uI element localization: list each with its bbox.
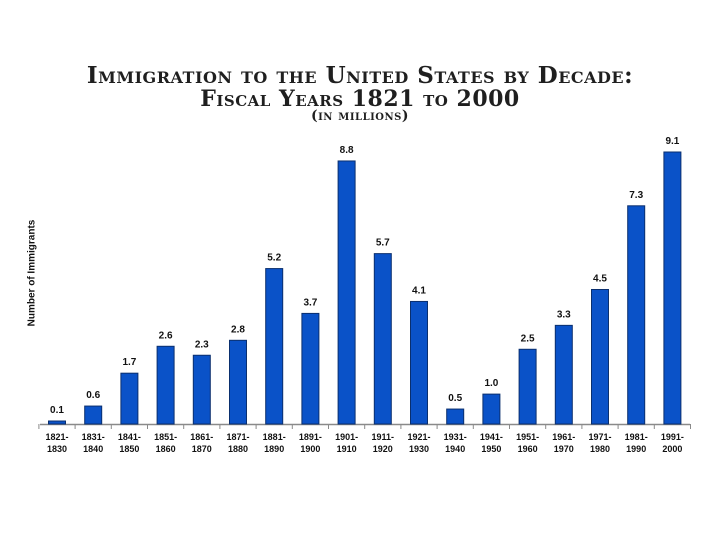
x-tick-label: 1990 [626,444,646,454]
x-tick-label: 2000 [662,444,682,454]
x-tick-label: 1921- [407,432,430,442]
x-tick-label: 1851- [154,432,177,442]
chart-title: Immigration to the United States by Deca… [86,62,634,89]
data-label: 2.8 [231,324,245,335]
x-tick-label: 1891- [299,432,322,442]
x-tick-label: 1970 [554,444,574,454]
x-tick-label: 1940 [445,444,465,454]
x-tick-label: 1941- [480,432,503,442]
x-tick-label: 1920 [373,444,393,454]
x-tick-label: 1911- [372,432,395,442]
x-tick-label: 1951- [516,432,539,442]
data-label: 4.5 [593,273,607,284]
data-label: 0.5 [448,393,462,404]
data-label: 7.3 [629,190,643,201]
bar [48,420,66,425]
chart-subtitle: (in millions) [310,108,409,124]
x-tick-label: 1861- [190,432,213,442]
x-tick-label: 1971- [588,432,611,442]
x-tick-label: 1881- [263,432,286,442]
data-label: 5.7 [376,238,390,249]
data-label: 2.3 [195,339,209,350]
x-tick-label: 1950 [481,444,501,454]
data-label: 3.3 [557,309,571,320]
x-tick-label: 1840 [83,444,103,454]
x-tick-label: 1890 [264,444,284,454]
bar [627,205,646,425]
bar [120,372,139,425]
data-label: 2.5 [521,333,535,344]
data-label: 9.1 [665,136,679,147]
chart-title-line-2: Fiscal Years 1821 to 2000 [200,86,520,112]
bar [156,345,175,425]
data-label: 0.1 [50,405,64,416]
x-tick-label: 1901- [335,432,358,442]
data-label: 2.6 [159,330,173,341]
data-label: 5.2 [267,253,281,264]
x-tick-label: 1860 [156,444,176,454]
data-label: 3.7 [303,297,317,308]
x-tick-label: 1871- [226,432,249,442]
x-tick-label: 1831- [82,432,105,442]
data-label: 0.6 [86,390,100,401]
x-tick-label: 1900 [300,444,320,454]
x-tick-label: 1960 [518,444,538,454]
bar [192,354,211,425]
bar [446,408,465,425]
x-tick-label: 1981- [625,432,648,442]
bar [337,160,356,425]
bar [373,253,392,425]
x-tick-label: 1880 [228,444,248,454]
x-tick-label: 1991- [661,432,684,442]
bar [410,300,428,425]
data-label: 1.7 [122,357,136,368]
x-tick-label: 1930 [409,444,429,454]
x-tick-label: 1870 [192,444,212,454]
bar [84,405,103,425]
bar [663,151,682,425]
x-tick-label: 1980 [590,444,610,454]
bar [554,324,573,425]
bar [591,288,609,425]
x-tick-label: 1830 [47,444,67,454]
bar [265,268,284,425]
bar [482,393,501,425]
bar [301,312,320,425]
data-label: 1.0 [484,378,498,389]
x-tick-label: 1961- [552,432,575,442]
x-tick-label: 1910 [337,444,357,454]
x-tick-label: 1850 [119,444,139,454]
x-tick-label: 1841- [118,432,141,442]
data-label: 8.8 [340,145,354,156]
bar [518,348,537,425]
data-label: 4.1 [412,285,426,296]
x-tick-label: 1931- [444,432,467,442]
x-tick-label: 1821- [45,432,68,442]
bar [229,339,247,425]
